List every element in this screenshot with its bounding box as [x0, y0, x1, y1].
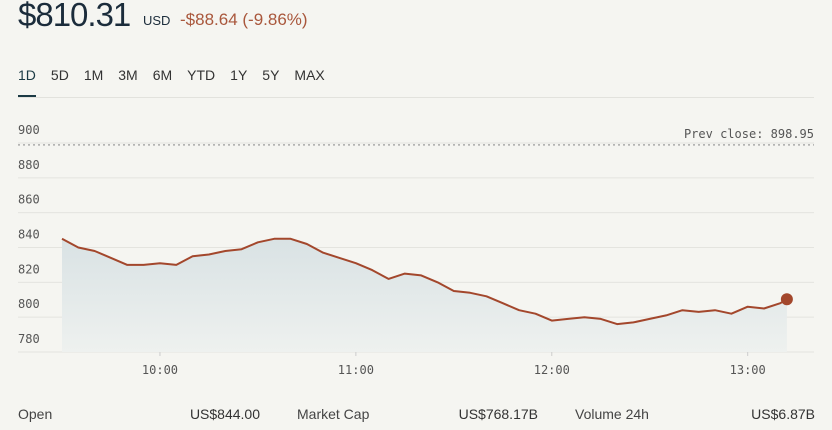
x-tick-label: 12:00	[534, 363, 570, 377]
prev-close-label: Prev close: 898.95	[684, 127, 814, 141]
y-tick-label: 800	[18, 297, 40, 311]
stat-value: US$768.17B	[458, 406, 538, 422]
y-tick-label: 820	[18, 262, 40, 276]
y-tick-label: 880	[18, 158, 40, 172]
divider	[18, 97, 814, 98]
stat-value: US$844.00	[189, 406, 260, 422]
currency: USD	[143, 13, 171, 28]
range-tab[interactable]: 1M	[83, 67, 104, 83]
y-tick-label: 860	[18, 193, 40, 207]
last-price-dot	[780, 293, 793, 306]
price-change: -$88.64 (-9.86%)	[180, 10, 308, 29]
x-tick-label: 11:00	[338, 363, 374, 377]
range-tab[interactable]: 1Y	[230, 67, 248, 83]
price-line	[61, 237, 788, 326]
y-tick-label: 780	[18, 332, 40, 346]
range-tab[interactable]: YTD	[187, 67, 216, 83]
y-tick-label: 840	[18, 228, 40, 242]
price: $810.31	[18, 0, 131, 33]
price-area	[62, 238, 787, 352]
range-tab[interactable]: MAX	[294, 67, 325, 83]
stat-label: Market Cap	[297, 406, 370, 422]
range-tab[interactable]: 5D	[50, 67, 69, 83]
stat-label: Open	[18, 406, 53, 422]
range-tabs: 1D 5D 1M 3M 6M YTD 1Y 5Y MAX	[18, 67, 340, 97]
y-tick-label: 900	[18, 123, 40, 137]
range-tab[interactable]: 3M	[118, 67, 138, 83]
stat-label: Volume 24h	[575, 406, 649, 422]
x-tick-label: 13:00	[730, 363, 766, 377]
x-tick-label: 10:00	[142, 363, 178, 377]
range-tab[interactable]: 5Y	[262, 67, 280, 83]
range-tab[interactable]: 1D	[18, 67, 36, 97]
stat-value: US$6.87B	[751, 406, 815, 422]
range-tab[interactable]: 6M	[152, 67, 173, 83]
